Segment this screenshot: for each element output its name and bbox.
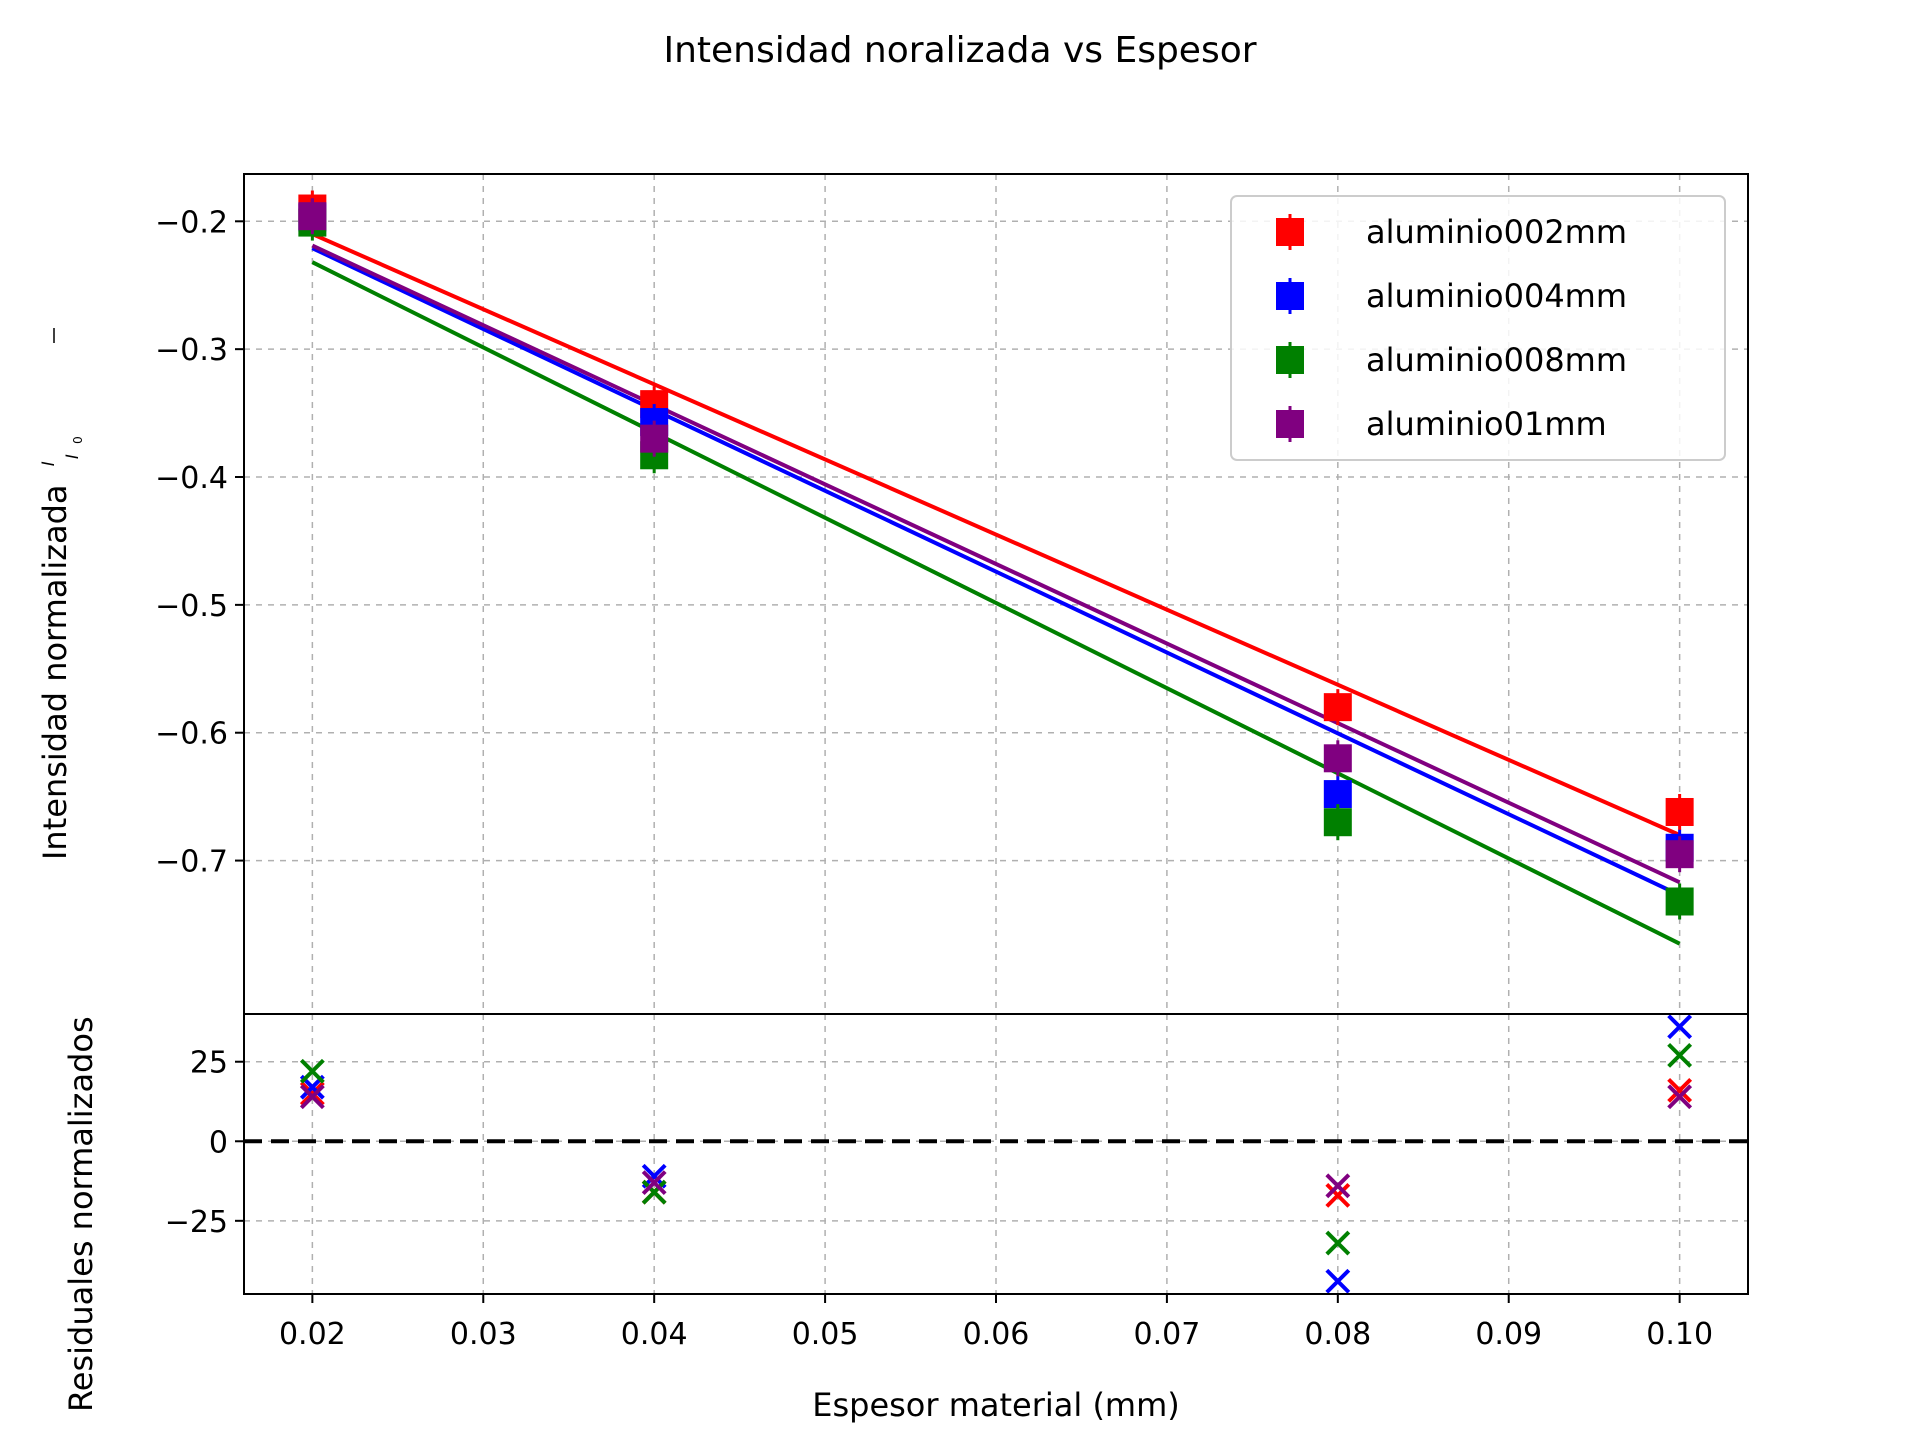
residual-marker-stroke <box>641 1170 667 1196</box>
residual-y-ticks: 25 0 −25 <box>165 1046 244 1240</box>
legend-label: aluminio004mm <box>1366 277 1627 315</box>
residual-point <box>1667 1077 1693 1103</box>
residual-point <box>1667 1042 1693 1068</box>
residual-plot-frame <box>243 1013 1749 1295</box>
residual-marker-stroke <box>641 1179 667 1205</box>
main-y-tick-label: −0.2 <box>155 205 228 240</box>
x-tick-label: 0.04 <box>621 1317 688 1352</box>
residual-marker-stroke <box>1667 1077 1693 1103</box>
main-y-axis-label-fraction-numerator: I <box>39 461 59 466</box>
main-fit-lines <box>311 232 1681 946</box>
residual-marker-stroke <box>299 1084 325 1110</box>
main-data-points <box>298 190 1694 920</box>
main-y-axis-label: Intensidad normalizada I I 0 <box>24 436 86 860</box>
x-tick-label: 0.03 <box>450 1317 517 1352</box>
residual-marker-stroke <box>299 1081 325 1106</box>
residual-point <box>299 1081 325 1106</box>
data-point-aluminio01mm <box>1323 744 1352 773</box>
data-point-aluminio01mm <box>298 202 327 231</box>
residual-point <box>1325 1230 1351 1256</box>
main-y-axis-label-fraction-subscript: 0 <box>71 436 85 444</box>
x-tick-label: 0.10 <box>1646 1317 1713 1352</box>
fit-line-aluminio01mm <box>311 243 1681 885</box>
fit-line-aluminio004mm <box>311 246 1681 897</box>
legend-label: aluminio008mm <box>1366 341 1627 379</box>
fit-line-aluminio008mm <box>311 260 1681 946</box>
x-tick-label: 0.06 <box>963 1317 1030 1352</box>
residual-point <box>1325 1268 1351 1294</box>
main-y-axis-label-text: Intensidad normalizada <box>36 484 74 860</box>
residual-marker-stroke <box>1325 1173 1351 1199</box>
residual-grid <box>244 1014 1748 1294</box>
main-y-tick-label: −0.6 <box>155 717 228 752</box>
residual-data-points <box>299 1014 1693 1294</box>
legend-items: aluminio002mm aluminio004mm aluminio008mm a… <box>1276 213 1627 443</box>
residual-marker-stroke <box>1667 1084 1693 1110</box>
x-tick-label: 0.05 <box>792 1317 859 1352</box>
residual-marker-stroke <box>299 1058 325 1084</box>
main-y-axis-label-fraction-denominator: I <box>63 454 83 459</box>
data-point-aluminio004mm <box>1323 780 1352 809</box>
x-tick-label: 0.07 <box>1134 1317 1201 1352</box>
residual-marker-stroke <box>1325 1182 1351 1208</box>
legend-marker <box>1276 410 1304 438</box>
legend-label: aluminio01mm <box>1366 405 1607 443</box>
x-tick-label: 0.02 <box>279 1317 346 1352</box>
data-point-aluminio01mm <box>1665 840 1694 869</box>
residual-point <box>1667 1014 1693 1040</box>
residual-x-ticks: 0.02 0.03 0.04 0.05 0.06 0.07 0.08 0.09 0.10 <box>279 1294 1713 1352</box>
residual-point <box>299 1084 325 1110</box>
residual-point <box>1667 1084 1693 1110</box>
main-y-tick-label: −0.7 <box>155 845 228 880</box>
residual-point <box>641 1170 667 1196</box>
main-y-tick-label: −0.4 <box>155 461 228 496</box>
residual-marker-stroke <box>1325 1230 1351 1256</box>
legend-marker <box>1276 282 1304 310</box>
residual-marker-stroke <box>1667 1042 1693 1068</box>
residual-y-tick-label: 0 <box>209 1125 228 1160</box>
residual-point <box>641 1179 667 1205</box>
residual-point <box>299 1058 325 1084</box>
data-point-aluminio01mm <box>640 424 669 453</box>
data-point-aluminio008mm <box>1323 808 1352 837</box>
residual-y-tick-label: 25 <box>190 1046 228 1081</box>
x-axis-label: Espesor material (mm) <box>812 1386 1180 1424</box>
residual-marker-stroke <box>1667 1014 1693 1040</box>
legend-marker <box>1276 346 1304 374</box>
main-y-tick-label: −0.3 <box>155 333 228 368</box>
figure-title: Intensidad noralizada vs Espesor <box>663 30 1256 71</box>
fit-line-aluminio002mm <box>311 232 1681 837</box>
data-point-aluminio002mm <box>1323 693 1352 722</box>
data-point-aluminio002mm <box>1665 797 1694 826</box>
main-y-ticks: −0.2 −0.3 −0.4 −0.5 −0.6 −0.7 <box>155 205 244 880</box>
data-point-aluminio008mm <box>1665 887 1694 916</box>
legend-box <box>1230 195 1726 461</box>
residual-marker-stroke <box>1325 1268 1351 1294</box>
legend-label: aluminio002mm <box>1366 213 1627 251</box>
residual-y-tick-label: −25 <box>165 1205 228 1240</box>
residual-y-axis-label: Residuales normalizados <box>62 1016 100 1412</box>
legend-marker <box>1276 218 1304 246</box>
x-tick-label: 0.08 <box>1304 1317 1371 1352</box>
main-y-tick-label: −0.5 <box>155 589 228 624</box>
legend: aluminio002mm aluminio004mm aluminio008mm a… <box>1230 195 1726 461</box>
residual-point <box>1325 1182 1351 1208</box>
residual-point <box>1325 1173 1351 1199</box>
x-tick-label: 0.09 <box>1475 1317 1542 1352</box>
